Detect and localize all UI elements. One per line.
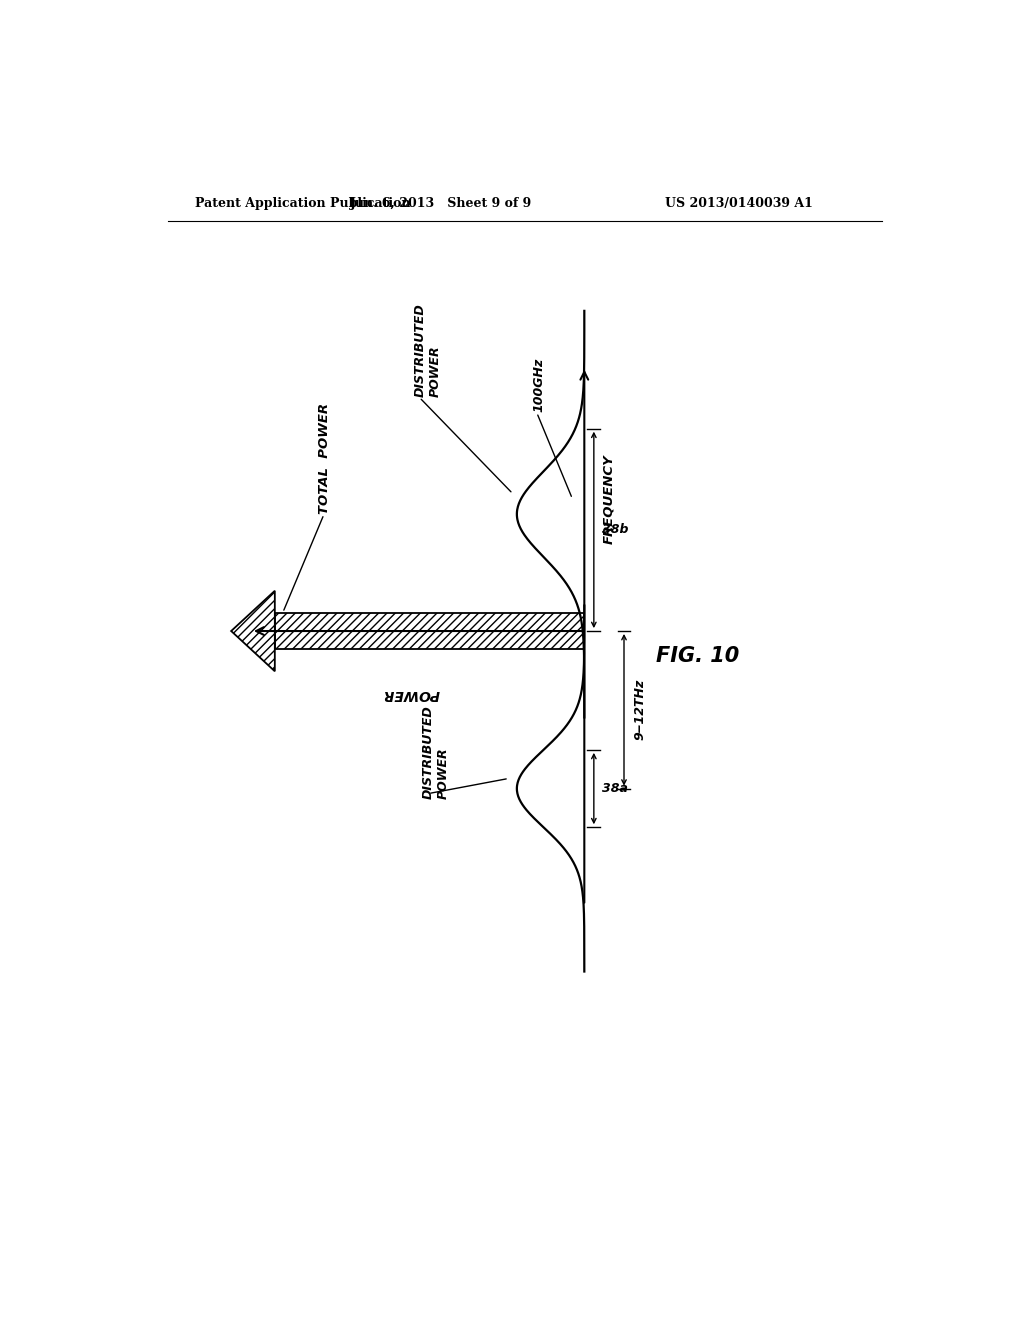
Text: Jun. 6, 2013   Sheet 9 of 9: Jun. 6, 2013 Sheet 9 of 9 bbox=[350, 197, 532, 210]
Polygon shape bbox=[231, 591, 274, 672]
Text: 38a: 38a bbox=[602, 781, 628, 795]
Text: FREQUENCY: FREQUENCY bbox=[602, 454, 614, 544]
Text: FIG. 10: FIG. 10 bbox=[655, 647, 739, 667]
Text: US 2013/0140039 A1: US 2013/0140039 A1 bbox=[666, 197, 813, 210]
Text: 38b: 38b bbox=[602, 524, 629, 536]
Text: TOTAL  POWER: TOTAL POWER bbox=[317, 403, 331, 515]
Text: DISTRIBUTED
POWER: DISTRIBUTED POWER bbox=[422, 705, 450, 799]
Text: 100GHz: 100GHz bbox=[532, 358, 546, 412]
Text: POWER: POWER bbox=[382, 686, 439, 701]
Text: 9‒12THz: 9‒12THz bbox=[634, 680, 646, 741]
Text: DISTRIBUTED
POWER: DISTRIBUTED POWER bbox=[414, 304, 441, 397]
Text: Patent Application Publication: Patent Application Publication bbox=[196, 197, 411, 210]
Bar bbox=[274, 612, 585, 649]
